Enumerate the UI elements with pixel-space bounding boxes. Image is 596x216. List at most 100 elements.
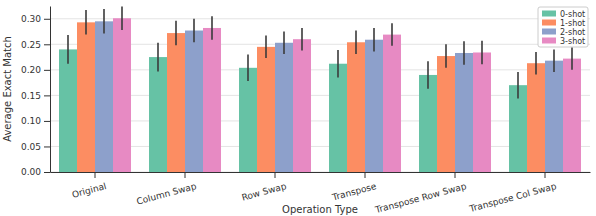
x-tick-label: Transpose Col Swap <box>467 181 557 214</box>
bar <box>257 47 275 172</box>
bar <box>419 75 437 172</box>
y-tick-label: 0.30 <box>21 14 41 24</box>
error-bar <box>571 47 573 69</box>
error-bar <box>175 21 177 46</box>
y-axis-line <box>50 7 51 173</box>
error-bar <box>283 32 285 54</box>
legend-item: 3-shot <box>542 37 585 46</box>
bar <box>527 63 545 172</box>
error-bar <box>67 35 69 64</box>
legend-box <box>538 7 588 47</box>
legend-label: 1-shot <box>560 19 585 28</box>
legend-swatch <box>542 11 556 17</box>
legend-swatch <box>542 20 556 26</box>
x-tick: Column Swap <box>135 172 197 207</box>
y-tick-label: 0.00 <box>21 167 41 177</box>
error-bar <box>85 10 87 35</box>
bar <box>149 57 167 172</box>
bar <box>185 31 203 172</box>
y-tick: 0.15 <box>21 91 50 101</box>
bar <box>239 68 257 172</box>
x-tick-label: Original <box>71 181 108 200</box>
bar <box>437 56 455 172</box>
legend-label: 0-shot <box>560 10 585 19</box>
x-tick: Transpose <box>330 172 378 203</box>
y-tick: 0.05 <box>21 142 50 152</box>
y-tick-label: 0.05 <box>21 142 41 152</box>
error-bar <box>481 41 483 64</box>
bar <box>113 18 131 172</box>
error-bar <box>103 9 105 34</box>
x-tick: Transpose Col Swap <box>467 172 557 214</box>
legend-item: 2-shot <box>542 28 585 37</box>
legend-item: 1-shot <box>542 19 585 28</box>
bar <box>275 43 293 172</box>
bar <box>329 64 347 172</box>
error-bar <box>121 7 123 30</box>
chart-container: 0.00 0.05 0.10 0.15 0.20 0.25 0.30 Original Colu… <box>0 0 596 216</box>
y-tick: 0.20 <box>21 65 50 75</box>
y-tick-mark <box>44 146 50 147</box>
error-bar <box>535 52 537 74</box>
y-axis: 0.00 0.05 0.10 0.15 0.20 0.25 0.30 <box>21 7 51 178</box>
y-tick-mark <box>44 95 50 96</box>
y-tick-label: 0.25 <box>21 40 41 50</box>
bar <box>77 22 95 172</box>
bar <box>563 59 581 172</box>
error-bar <box>373 28 375 51</box>
error-bar <box>463 41 465 64</box>
y-tick-mark <box>44 121 50 122</box>
chart-svg: 0.00 0.05 0.10 0.15 0.20 0.25 0.30 Original Colu… <box>0 0 596 216</box>
bars <box>59 7 581 172</box>
bar <box>95 21 113 172</box>
legend: 0-shot1-shot2-shot3-shot <box>538 7 588 47</box>
x-axis-title: Operation Type <box>282 204 358 215</box>
x-tick-mark <box>455 172 456 178</box>
x-tick-mark <box>185 172 186 178</box>
error-bar <box>553 49 555 71</box>
x-tick-label: Row Swap <box>241 181 288 203</box>
error-bar <box>157 43 159 72</box>
bar <box>473 52 491 172</box>
y-tick-mark <box>44 70 50 71</box>
legend-label: 3-shot <box>560 37 585 46</box>
legend-label: 2-shot <box>560 28 585 37</box>
plot: 0.00 0.05 0.10 0.15 0.20 0.25 0.30 Original Colu… <box>21 7 591 216</box>
bar <box>545 61 563 172</box>
legend-swatch <box>542 29 556 35</box>
x-tick-label: Transpose <box>330 181 378 203</box>
x-tick-mark <box>365 172 366 178</box>
y-tick-mark <box>44 19 50 20</box>
error-bar <box>427 61 429 89</box>
error-bar <box>193 19 195 42</box>
error-bar <box>355 31 357 54</box>
bar <box>203 28 221 172</box>
bar <box>365 40 383 172</box>
legend-swatch <box>542 38 556 44</box>
bar <box>455 53 473 172</box>
error-bar <box>211 16 213 39</box>
error-bar <box>391 23 393 45</box>
error-bar <box>517 72 519 99</box>
y-tick: 0.25 <box>21 40 50 50</box>
bar <box>167 33 185 172</box>
bar <box>59 49 77 172</box>
x-tick-mark <box>545 172 546 178</box>
x-tick: Original <box>71 172 108 200</box>
x-tick: Transpose Row Swap <box>373 172 468 215</box>
x-tick-label: Column Swap <box>135 181 197 207</box>
grid <box>50 19 590 172</box>
x-tick: Row Swap <box>241 172 288 203</box>
x-tick-mark <box>95 172 96 178</box>
y-axis-title: Average Exact Match <box>2 36 13 142</box>
bar <box>383 35 401 172</box>
x-axis: OriginalColumn SwapRow SwapTransposeTran… <box>51 172 591 215</box>
y-tick-mark <box>44 44 50 45</box>
error-bar <box>301 28 303 50</box>
bar <box>293 39 311 172</box>
error-bar <box>337 50 339 78</box>
y-tick: 0.10 <box>21 116 50 126</box>
legend-item: 0-shot <box>542 10 585 19</box>
y-tick-mark <box>44 172 50 173</box>
x-axis-line <box>51 172 591 173</box>
